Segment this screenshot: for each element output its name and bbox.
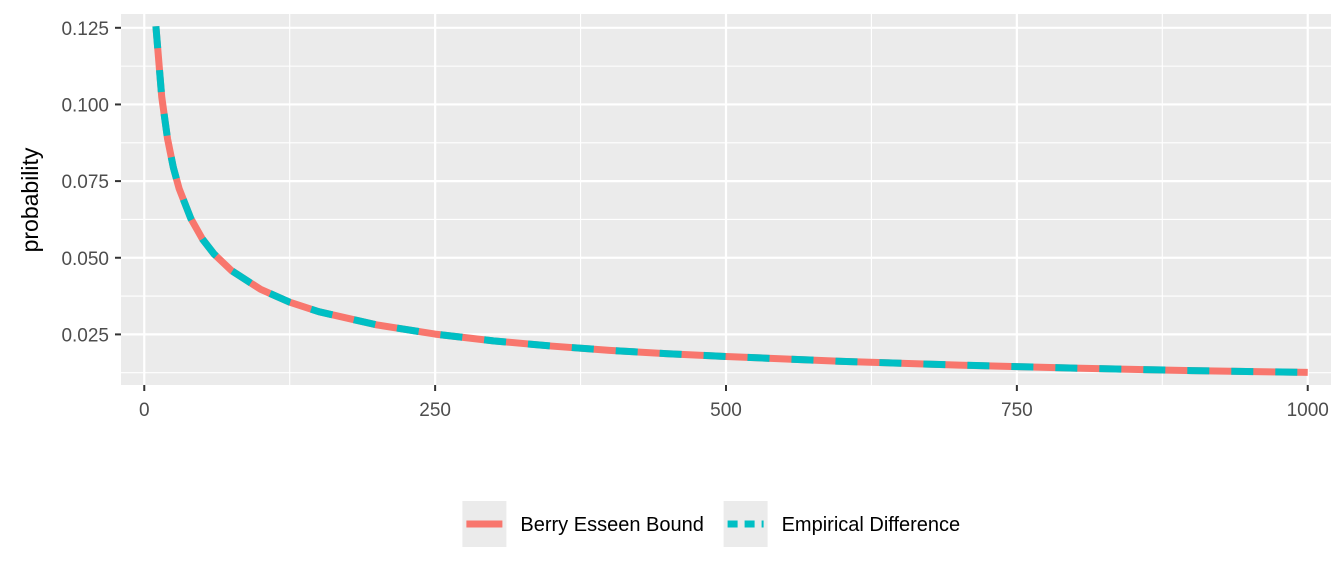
y-tick-label: 0.025 bbox=[61, 325, 109, 346]
legend: Berry Esseen Bound Empirical Difference bbox=[462, 501, 960, 547]
x-tick-label: 250 bbox=[419, 400, 451, 421]
series-line-berry-esseen-bound bbox=[152, 25, 1308, 376]
legend-label-empirical-difference: Empirical Difference bbox=[782, 514, 961, 536]
legend-label-berry-esseen-bound: Berry Esseen Bound bbox=[520, 514, 703, 536]
x-tick-label: 1000 bbox=[1287, 400, 1329, 421]
x-tick-label: 750 bbox=[1001, 400, 1033, 421]
y-tick-label: 0.100 bbox=[61, 95, 109, 116]
x-tick-label: 0 bbox=[139, 400, 150, 421]
y-axis: 0.025 0.050 0.075 0.100 0.125 bbox=[61, 19, 121, 346]
y-tick-label: 0.075 bbox=[61, 172, 109, 193]
major-gridlines bbox=[121, 14, 1331, 385]
y-tick-label: 0.050 bbox=[61, 249, 109, 270]
series-layer bbox=[152, 25, 1308, 376]
y-axis-title: probability bbox=[17, 147, 43, 252]
x-tick-label: 500 bbox=[710, 400, 742, 421]
y-tick-label: 0.125 bbox=[61, 19, 109, 40]
x-axis: 0 250 500 750 1000 bbox=[139, 385, 1329, 421]
